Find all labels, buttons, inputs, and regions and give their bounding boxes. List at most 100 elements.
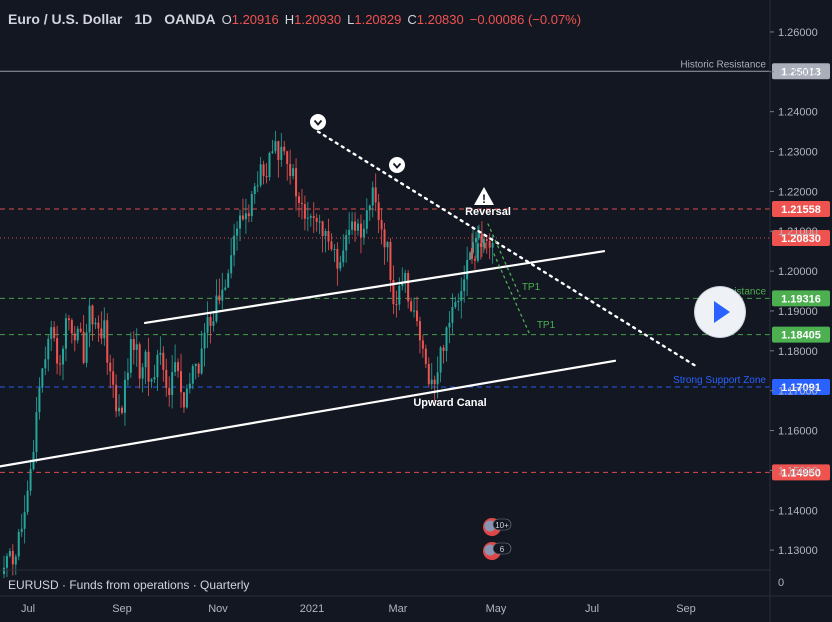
event-marker[interactable]: 6 — [483, 542, 512, 560]
event-marker[interactable]: 10+ — [483, 518, 512, 536]
symbol-name[interactable]: Euro / U.S. Dollar — [8, 11, 123, 27]
chevron-glyph — [392, 162, 402, 169]
trendline[interactable] — [143, 250, 606, 325]
candle-body — [150, 379, 153, 382]
candle-body — [174, 362, 177, 373]
interval-label[interactable]: 1D — [134, 11, 153, 27]
exchange-label: OANDA — [164, 11, 216, 27]
subpane-label: EURUSD · Funds from operations · Quarter… — [8, 578, 250, 592]
candle-body — [29, 469, 32, 491]
trendlines[interactable] — [0, 130, 699, 468]
y-tick-label: 1.24000 — [778, 107, 818, 119]
candle-body — [482, 239, 485, 247]
candle-body — [138, 344, 141, 379]
candle-body — [324, 231, 327, 237]
candle-body — [371, 187, 374, 206]
candle-body — [227, 273, 230, 288]
candle-body — [215, 295, 218, 322]
candle-body — [241, 215, 244, 220]
candle-body — [354, 221, 357, 231]
y-tick-label: 1.13000 — [778, 545, 818, 557]
candle-body — [20, 528, 23, 532]
candle-body — [485, 239, 488, 241]
annotation-text: TP1 — [537, 320, 556, 331]
candle-body — [362, 228, 365, 238]
trendline[interactable] — [487, 223, 521, 297]
candle-body — [109, 362, 112, 372]
candle-body — [115, 384, 118, 412]
candle-body — [194, 363, 197, 367]
candle-body — [177, 362, 180, 372]
candle-body — [330, 241, 333, 250]
candle-body — [67, 318, 70, 321]
level-name: Strong Support Zone — [673, 375, 766, 386]
candle-body — [442, 347, 445, 351]
candle-body — [56, 338, 59, 364]
chevron-pin — [310, 114, 326, 130]
y-tick-label: 1.25000 — [778, 67, 818, 79]
candle-body — [165, 369, 168, 388]
candle-body — [410, 301, 413, 312]
candle-body — [38, 387, 41, 413]
candle-body — [91, 305, 94, 325]
candle-body — [118, 407, 121, 412]
candle-body — [112, 371, 115, 385]
candle-body — [292, 168, 295, 177]
candles — [3, 130, 494, 579]
price-label: 1.21558 — [781, 204, 821, 216]
candle-body — [141, 367, 144, 379]
x-tick-label: 2021 — [300, 603, 324, 615]
candle-body — [318, 221, 321, 223]
candle-body — [321, 221, 324, 237]
candle-body — [26, 490, 29, 513]
x-tick-label: Sep — [676, 603, 696, 615]
horizontal-levels[interactable]: Historic Resistance 1.25013 1.21558 1.20830… — [0, 59, 830, 481]
candle-body — [445, 327, 448, 351]
open-value: 1.20916 — [231, 11, 279, 27]
candle-body — [233, 235, 236, 256]
warning-icon: ! — [474, 187, 494, 206]
y-tick-label: 1.23000 — [778, 147, 818, 159]
candle-body — [451, 307, 454, 323]
candle-body — [389, 241, 392, 281]
candle-body — [259, 164, 262, 186]
globe-icon — [484, 544, 496, 556]
close-value: 1.20830 — [416, 11, 464, 27]
candle-body — [436, 372, 439, 385]
candle-body — [283, 146, 286, 152]
x-tick-label: Sep — [112, 603, 132, 615]
candle-body — [168, 387, 171, 395]
subpane-zero-tick: 0 — [778, 577, 784, 589]
play-button[interactable] — [695, 287, 745, 337]
candle-body — [345, 235, 348, 251]
price-label-box — [772, 63, 830, 80]
price-label-box — [772, 379, 830, 396]
event-markers[interactable]: 10+ 6 — [483, 518, 512, 560]
candle-body — [153, 377, 156, 380]
trendline[interactable] — [493, 253, 531, 336]
price-label: 1.14950 — [781, 467, 821, 479]
candle-body — [448, 322, 451, 328]
candle-body — [17, 531, 20, 557]
candle-body — [368, 205, 371, 211]
candle-body — [265, 175, 268, 178]
candle-body — [342, 250, 345, 263]
candle-body — [50, 327, 53, 339]
candle-body — [477, 233, 480, 238]
annotation-text: TP1 — [522, 282, 541, 293]
candle-body — [171, 372, 174, 395]
trendline[interactable] — [0, 359, 617, 468]
candle-body — [185, 388, 188, 408]
trendline[interactable] — [316, 130, 699, 368]
chevron-down-icon — [310, 114, 326, 130]
candle-body — [357, 223, 359, 231]
high-key: H — [284, 11, 295, 27]
candle-body — [8, 550, 11, 557]
candle-body — [206, 316, 209, 333]
candle-body — [159, 352, 162, 355]
candle-body — [62, 348, 64, 365]
candle-body — [224, 287, 227, 290]
candle-body — [336, 249, 339, 269]
